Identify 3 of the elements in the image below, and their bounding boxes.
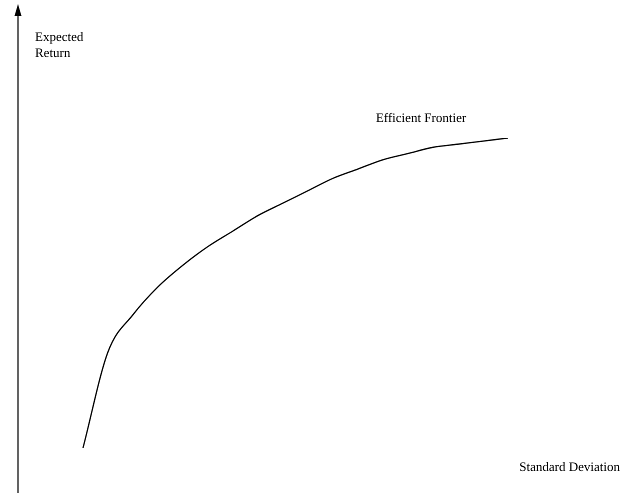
text: Expected Return <box>35 29 84 60</box>
x-axis-title: Standard Deviation <box>519 459 620 474</box>
text: Efficient Frontier <box>376 110 467 125</box>
